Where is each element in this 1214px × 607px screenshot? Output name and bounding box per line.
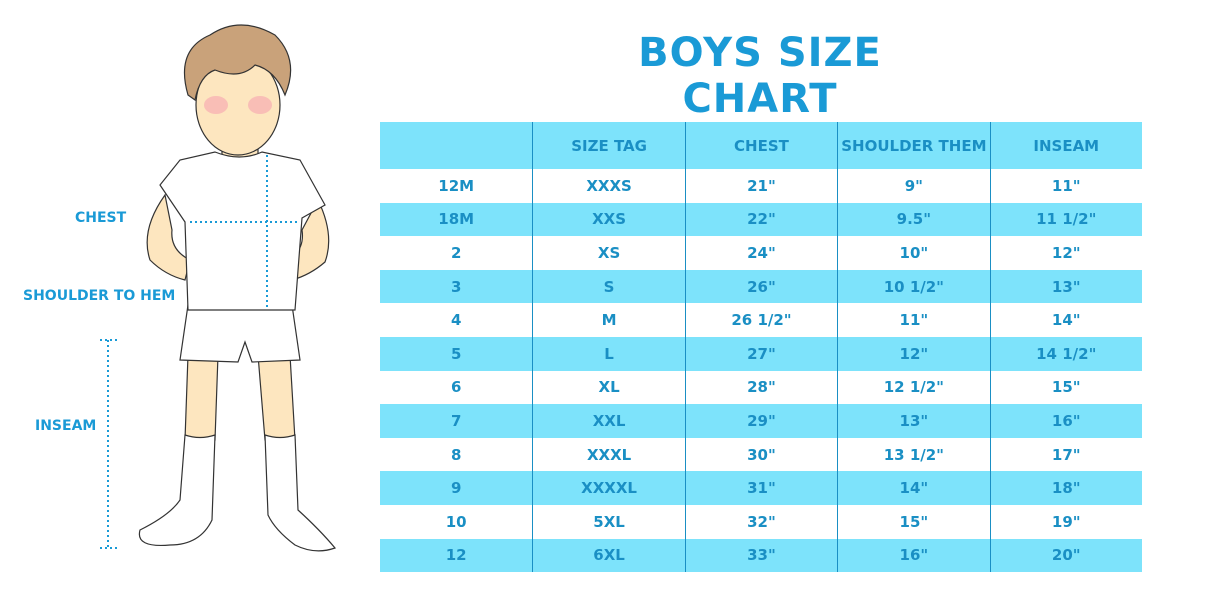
table-cell: L (532, 336, 684, 371)
table-cell: 7 (450, 411, 462, 430)
table-cell: 31" (684, 471, 837, 505)
column-header (380, 122, 532, 169)
table-cell: 4 (450, 311, 462, 330)
table-cell: 3 (450, 277, 462, 296)
table-cell: 26 1/2" (684, 303, 837, 337)
size-table: SIZE TAG CHEST SHOULDER THEM INSEAM 12M XXXS 2… (380, 122, 1142, 573)
table-cell: 15" (989, 370, 1142, 405)
column-header: SIZE TAG (532, 122, 684, 169)
column-header: SHOULDER THEM (837, 122, 989, 169)
table-cell: 6 (450, 378, 462, 397)
table-cell: 17" (989, 437, 1142, 472)
table-header-row: SIZE TAG CHEST SHOULDER THEM INSEAM (380, 122, 1142, 169)
table-row: 12 6XL 33" 16" 20" (380, 538, 1142, 573)
table-cell: 22" (684, 202, 837, 237)
table-cell: XL (532, 370, 684, 405)
table-cell: 14 1/2" (989, 336, 1142, 371)
table-cell: 16" (837, 538, 989, 573)
table-cell: 18" (989, 471, 1142, 505)
table-cell: 18M (438, 210, 475, 229)
table-row: 12M XXXS 21" 9" 11" (380, 169, 1142, 203)
table-cell: 12M (438, 176, 475, 195)
table-cell: 6XL (532, 538, 684, 573)
table-cell: 13" (989, 269, 1142, 304)
inseam-label: INSEAM (35, 418, 97, 434)
table-cell: 12" (837, 336, 989, 371)
column-header: INSEAM (989, 122, 1142, 169)
table-cell: 11" (989, 169, 1142, 203)
table-row: 4 M 26 1/2" 11" 14" (380, 303, 1142, 337)
table-cell: 15" (837, 504, 989, 539)
table-cell: XXL (532, 404, 684, 438)
table-cell: 24" (684, 236, 837, 270)
boy-illustration (100, 24, 337, 552)
table-cell: 19" (989, 504, 1142, 539)
table-row: 18M XXS 22" 9.5" 11 1/2" (380, 202, 1142, 237)
table-row: 3 S 26" 10 1/2" 13" (380, 269, 1142, 304)
table-cell: XXS (532, 202, 684, 237)
column-header: CHEST (684, 122, 837, 169)
table-cell: 10 (445, 512, 467, 531)
table-row: 5 L 27" 12" 14 1/2" (380, 336, 1142, 371)
table-cell: M (532, 303, 684, 337)
table-cell: 12" (989, 236, 1142, 270)
shoulder-to-hem-label: SHOULDER TO HEM (23, 288, 176, 304)
table-cell: 10" (837, 236, 989, 270)
table-cell: 10 1/2" (837, 269, 989, 304)
table-cell: 30" (684, 437, 837, 472)
table-cell: 16" (989, 404, 1142, 438)
table-row: 7 XXL 29" 13" 16" (380, 404, 1142, 438)
table-cell: 29" (684, 404, 837, 438)
table-cell: 20" (989, 538, 1142, 573)
table-cell: 13 1/2" (837, 437, 989, 472)
table-cell: 5XL (532, 504, 684, 539)
table-cell: XXXXL (532, 471, 684, 505)
table-cell: 12 1/2" (837, 370, 989, 405)
table-cell: 12 (445, 546, 467, 565)
table-cell: 13" (837, 404, 989, 438)
chest-label: CHEST (75, 210, 127, 226)
table-cell: 8 (450, 445, 462, 464)
table-cell: XXXS (532, 169, 684, 203)
table-cell: 14" (837, 471, 989, 505)
table-row: 2 XS 24" 10" 12" (380, 236, 1142, 270)
table-cell: 5 (450, 344, 462, 363)
table-cell: XXXL (532, 437, 684, 472)
table-cell: 33" (684, 538, 837, 573)
table-cell: 11 1/2" (989, 202, 1142, 237)
table-row: 10 5XL 32" 15" 19" (380, 504, 1142, 539)
table-cell: XS (532, 236, 684, 270)
table-cell: 27" (684, 336, 837, 371)
table-cell: 28" (684, 370, 837, 405)
table-row: 9 XXXXL 31" 14" 18" (380, 471, 1142, 505)
table-cell: 9.5" (837, 202, 989, 237)
table-cell: 14" (989, 303, 1142, 337)
table-cell: 32" (684, 504, 837, 539)
table-cell: 9 (450, 479, 462, 498)
table-cell: 2 (450, 243, 462, 262)
table-cell: 21" (684, 169, 837, 203)
table-cell: 26" (684, 269, 837, 304)
page-title: BOYS SIZE CHART (638, 30, 882, 122)
table-cell: 11" (837, 303, 989, 337)
table-row: 6 XL 28" 12 1/2" 15" (380, 370, 1142, 405)
table-cell: S (532, 269, 684, 304)
table-row: 8 XXXL 30" 13 1/2" 17" (380, 437, 1142, 472)
table-cell: 9" (837, 169, 989, 203)
